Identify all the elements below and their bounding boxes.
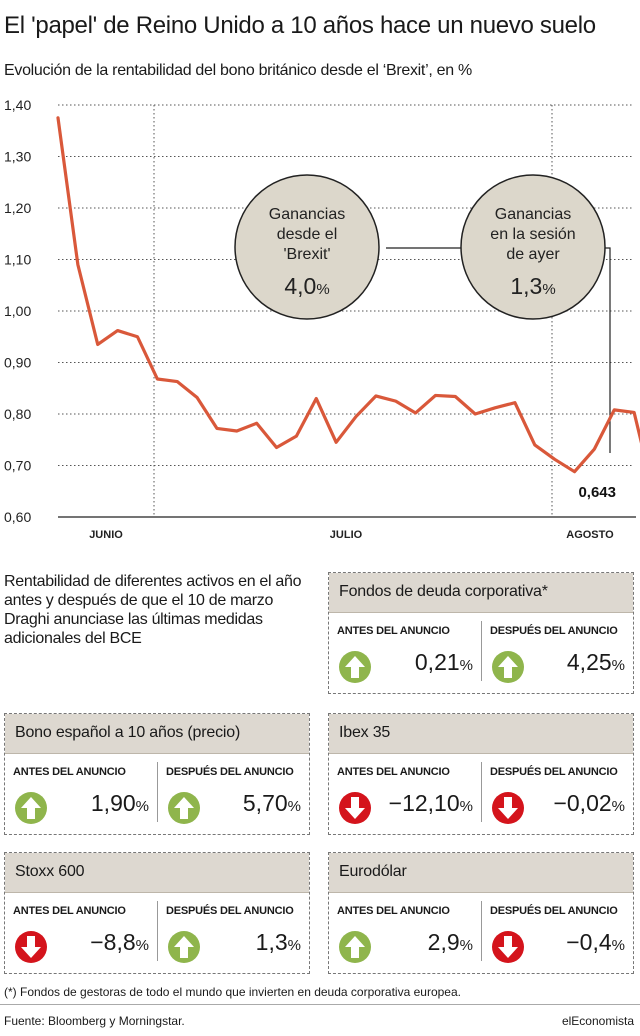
grid [58, 104, 632, 517]
annotation-text: de ayer [506, 246, 560, 263]
after-label: DESPUÉS DEL ANUNCIO [166, 905, 294, 917]
after-column: DESPUÉS DEL ANUNCIO 5,70% [157, 762, 309, 824]
chart-subtitle: Evolución de la rentabilidad del bono br… [4, 62, 472, 79]
arrow-up-icon [492, 651, 524, 683]
before-value: −8,8% [90, 929, 149, 955]
bond-yield-chart: 1,40 1,30 1,20 1,10 1,00 0,90 0,80 0,70 0,60 JUNI… [4, 97, 640, 541]
before-column: ANTES DEL ANUNCIO −12,10% [329, 754, 481, 834]
card-bono-espanol: Bono español a 10 años (precio) ANTES DE… [4, 713, 310, 835]
arrow-up-icon [339, 651, 371, 683]
card-eurodolar: Eurodólar ANTES DEL ANUNCIO 2,9% DESPUÉS… [328, 852, 634, 974]
before-value: 2,9% [427, 929, 473, 955]
before-value: −12,10% [388, 790, 473, 816]
x-month-label: AGOSTO [566, 529, 614, 541]
arrow-down-icon [15, 931, 47, 963]
y-tick-label: 0,90 [4, 355, 31, 371]
y-tick-label: 1,00 [4, 303, 31, 319]
annotation-text: Ganancias [269, 206, 346, 223]
series-line [56, 116, 640, 474]
after-value: 4,25% [566, 649, 625, 675]
arrow-down-icon [339, 792, 371, 824]
after-label: DESPUÉS DEL ANUNCIO [166, 766, 294, 778]
after-column: DESPUÉS DEL ANUNCIO 4,25% [481, 621, 633, 683]
arrow-up-icon [15, 792, 47, 824]
arrow-down-icon [492, 792, 524, 824]
after-label: DESPUÉS DEL ANUNCIO [490, 625, 618, 637]
y-tick-label: 0,70 [4, 458, 31, 474]
after-column: DESPUÉS DEL ANUNCIO −0,02% [481, 762, 633, 824]
card-title: Eurodólar [329, 853, 633, 893]
before-column: ANTES DEL ANUNCIO 0,21% [329, 613, 481, 693]
after-value: −0,4% [566, 929, 625, 955]
card-title: Bono español a 10 años (precio) [5, 714, 309, 754]
annotation-text: Ganancias [495, 206, 572, 223]
bubble-connector [604, 247, 611, 453]
after-label: DESPUÉS DEL ANUNCIO [490, 766, 618, 778]
x-month-label: JULIO [330, 529, 363, 541]
card-ibex: Ibex 35 ANTES DEL ANUNCIO −12,10% DESPUÉ… [328, 713, 634, 835]
before-label: ANTES DEL ANUNCIO [337, 905, 450, 917]
before-column: ANTES DEL ANUNCIO 2,9% [329, 893, 481, 973]
y-tick-label: 1,40 [4, 97, 31, 113]
footnote: (*) Fondos de gestoras de todo el mundo … [4, 985, 461, 999]
before-value: 0,21% [414, 649, 473, 675]
y-tick-label: 0,60 [4, 509, 31, 525]
after-label: DESPUÉS DEL ANUNCIO [490, 905, 618, 917]
arrow-up-icon [168, 792, 200, 824]
footer-divider [0, 1004, 640, 1005]
brand-logo: elEconomista [561, 1014, 634, 1028]
after-value: −0,02% [553, 790, 625, 816]
after-column: DESPUÉS DEL ANUNCIO 1,3% [157, 901, 309, 963]
page-title: El 'papel' de Reino Unido a 10 años hace… [4, 12, 596, 39]
before-label: ANTES DEL ANUNCIO [337, 766, 450, 778]
card-stoxx: Stoxx 600 ANTES DEL ANUNCIO −8,8% DESPUÉ… [4, 852, 310, 974]
before-label: ANTES DEL ANUNCIO [13, 905, 126, 917]
arrow-up-icon [339, 931, 371, 963]
y-tick-label: 1,20 [4, 200, 31, 216]
annotation-text: 'Brexit' [283, 246, 330, 263]
y-tick-label: 1,30 [4, 149, 31, 165]
y-tick-label: 1,10 [4, 252, 31, 268]
before-value: 1,90% [90, 790, 149, 816]
end-value-label: 0,643 [578, 484, 616, 501]
source: Fuente: Bloomberg y Morningstar. [4, 1014, 185, 1028]
after-value: 1,3% [255, 929, 301, 955]
annotation-text: en la sesión [490, 226, 575, 243]
y-tick-label: 0,80 [4, 406, 31, 422]
before-label: ANTES DEL ANUNCIO [13, 766, 126, 778]
card-title: Fondos de deuda corporativa* [329, 573, 633, 613]
card-title: Stoxx 600 [5, 853, 309, 893]
before-column: ANTES DEL ANUNCIO 1,90% [5, 754, 157, 834]
arrow-up-icon [168, 931, 200, 963]
annotation-text: desde el [277, 226, 338, 243]
arrow-down-icon [492, 931, 524, 963]
assets-intro: Rentabilidad de diferentes activos en el… [4, 573, 302, 647]
before-label: ANTES DEL ANUNCIO [337, 625, 450, 637]
card-fondos-deuda: Fondos de deuda corporativa* ANTES DEL A… [328, 572, 634, 694]
x-month-label: JUNIO [89, 529, 123, 541]
after-column: DESPUÉS DEL ANUNCIO −0,4% [481, 901, 633, 963]
before-column: ANTES DEL ANUNCIO −8,8% [5, 893, 157, 973]
after-value: 5,70% [242, 790, 301, 816]
card-title: Ibex 35 [329, 714, 633, 754]
